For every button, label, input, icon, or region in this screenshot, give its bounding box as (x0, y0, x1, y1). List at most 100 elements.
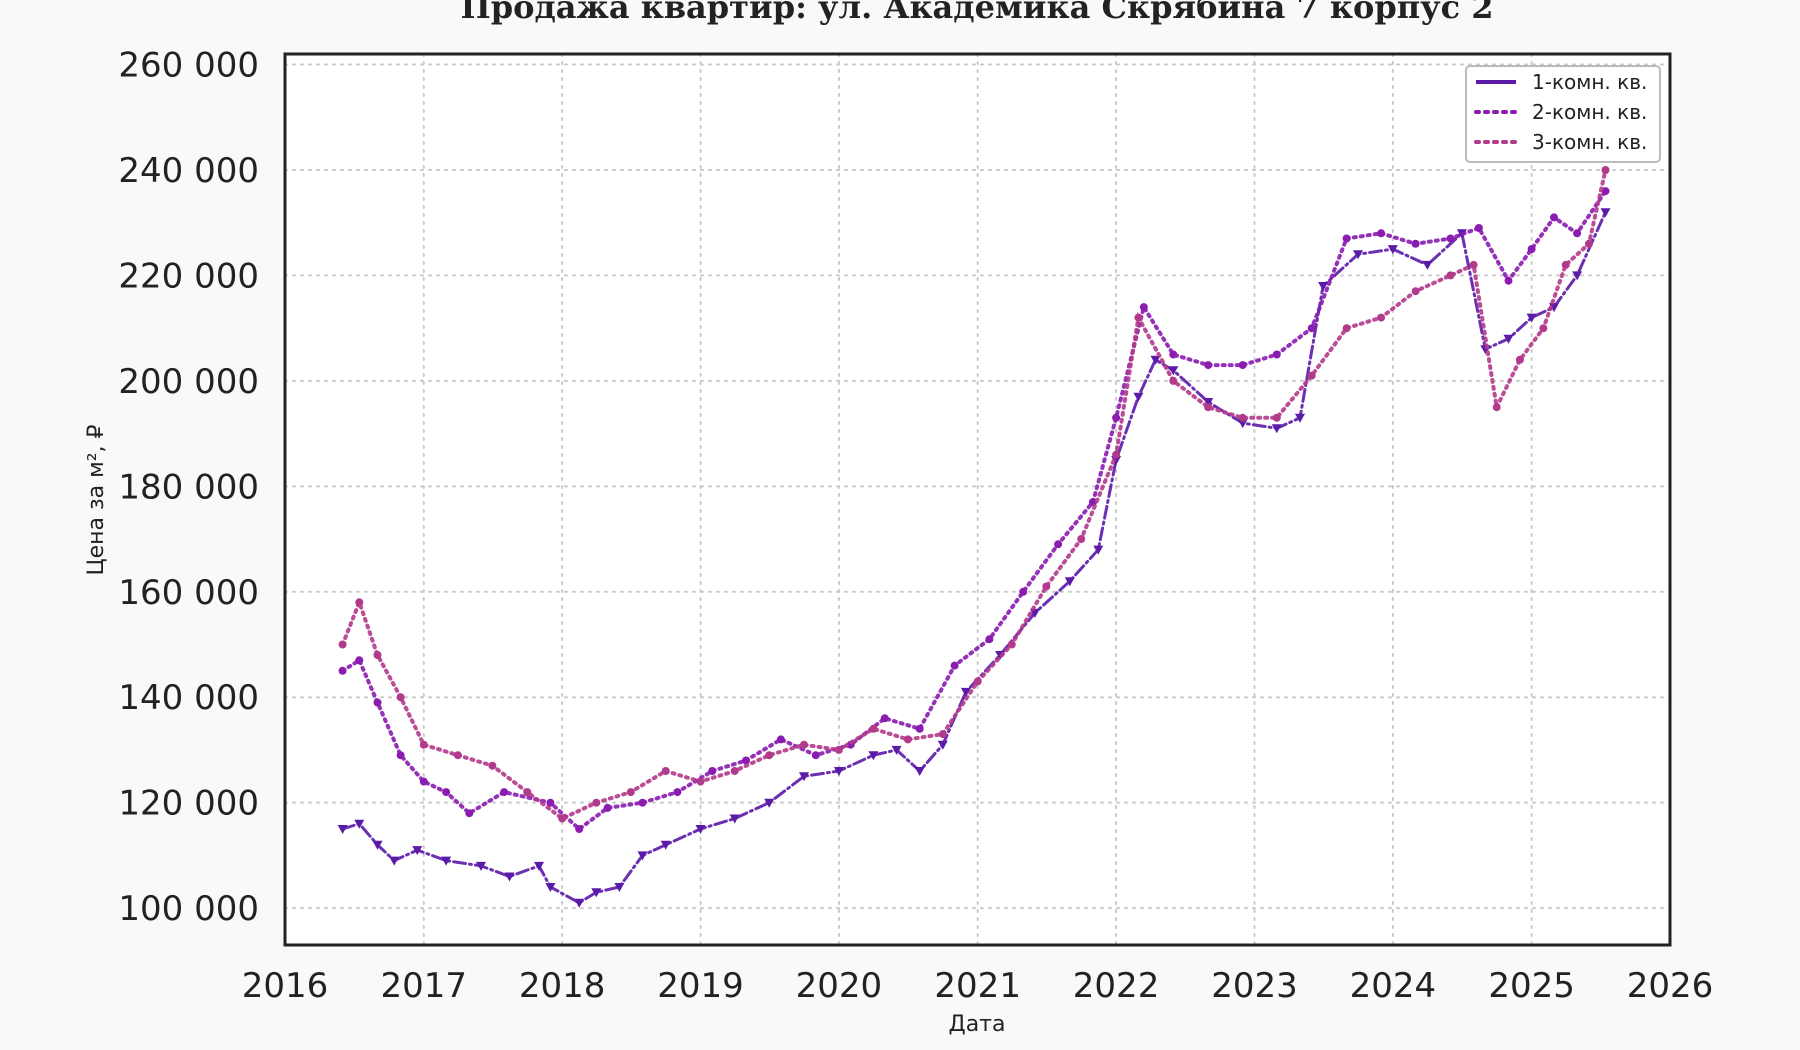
chart-title: Продажа квартир: ул. Академика Скрябина … (461, 0, 1494, 26)
data-point (1150, 355, 1161, 365)
data-point (1112, 413, 1121, 422)
data-point (626, 788, 635, 797)
data-point (811, 751, 820, 760)
x-tick-label: 2019 (657, 966, 744, 1006)
data-point (1539, 324, 1548, 333)
data-point (868, 751, 879, 761)
data-point (614, 883, 625, 892)
series-2 (338, 187, 1610, 833)
x-tick-label: 2020 (796, 966, 883, 1006)
data-point (903, 735, 912, 744)
data-point (1019, 587, 1028, 596)
data-point (1134, 313, 1143, 322)
plot-frame (283, 52, 1672, 947)
data-point (638, 798, 647, 807)
legend-label-1: 1-комн. кв. (1532, 70, 1647, 94)
data-point (354, 819, 365, 829)
data-point (337, 825, 348, 834)
data-point (776, 735, 785, 744)
data-point (1307, 324, 1316, 333)
data-point (523, 788, 532, 797)
x-tick-label: 2025 (1488, 966, 1575, 1006)
data-point (1139, 303, 1148, 312)
data-point (419, 777, 428, 786)
y-tick-label: 180 000 (118, 467, 259, 507)
data-point (1169, 350, 1178, 359)
legend-label-2: 2-комн. кв. (1532, 100, 1647, 124)
data-point (1077, 535, 1086, 543)
data-point (592, 798, 601, 807)
data-point (833, 767, 844, 776)
x-tick-label: 2024 (1350, 966, 1437, 1006)
data-point (1169, 376, 1178, 385)
data-point (372, 840, 383, 850)
data-point (696, 777, 705, 786)
series-line (340, 189, 1608, 832)
data-point (764, 798, 775, 808)
data-point (695, 825, 706, 834)
grid-lines (284, 53, 1671, 946)
data-point (1504, 276, 1513, 285)
data-point (1601, 166, 1610, 174)
data-point (960, 687, 971, 697)
data-point (914, 767, 925, 776)
data-point (1111, 456, 1122, 465)
data-point (1054, 540, 1063, 549)
data-point (637, 851, 648, 861)
data-point (389, 856, 400, 866)
data-point (1204, 361, 1213, 370)
data-point (574, 898, 585, 908)
data-point (396, 693, 405, 702)
data-point (1561, 260, 1570, 269)
data-point (338, 666, 347, 675)
series-1 (337, 208, 1611, 908)
y-tick-label: 220 000 (118, 256, 259, 296)
data-point (1353, 250, 1363, 260)
data-point (1237, 419, 1248, 429)
data-point (799, 772, 809, 782)
data-point (673, 788, 682, 797)
data-point (419, 740, 428, 749)
data-point (1204, 403, 1213, 412)
x-tick-label: 2018 (519, 966, 606, 1006)
data-point (534, 861, 544, 871)
y-axis-ticks: 100 000 120 000 140 000 160 000 180 000 200 0… (118, 46, 259, 930)
y-tick-label: 160 000 (118, 573, 259, 613)
data-point (1600, 208, 1611, 218)
y-tick-label: 260 000 (118, 46, 259, 86)
y-axis-label: Цена за м², ₽ (84, 424, 109, 575)
data-point (742, 756, 750, 765)
data-point (546, 798, 555, 807)
data-point (1515, 355, 1524, 364)
data-point (355, 656, 364, 665)
data-point (1342, 234, 1351, 243)
data-point (1492, 403, 1501, 412)
y-tick-label: 200 000 (118, 362, 259, 402)
data-point (1526, 313, 1537, 323)
data-point (661, 767, 670, 775)
data-point (834, 745, 843, 754)
data-point (1446, 271, 1455, 280)
data-point (973, 677, 982, 686)
data-point (1377, 229, 1386, 238)
data-point (441, 856, 452, 866)
data-point (1203, 398, 1214, 407)
data-point (1112, 450, 1121, 459)
data-point (603, 803, 612, 812)
x-tick-label: 2017 (380, 966, 467, 1006)
data-point (1527, 245, 1536, 254)
y-tick-label: 100 000 (118, 889, 259, 929)
data-point (1272, 413, 1281, 422)
data-point (1446, 234, 1455, 243)
data-point (1503, 334, 1514, 344)
data-point (1042, 582, 1051, 591)
data-point (1584, 239, 1593, 248)
series-3 (338, 166, 1610, 823)
data-point (708, 767, 717, 775)
x-axis-ticks: 2016 2017 2018 2019 2020 2021 2022 2023 2024 2025… (242, 966, 1714, 1006)
data-point (1307, 371, 1316, 380)
data-point (591, 888, 602, 898)
y-tick-label: 120 000 (118, 784, 259, 824)
data-point (1295, 413, 1305, 423)
data-point (1601, 187, 1610, 196)
